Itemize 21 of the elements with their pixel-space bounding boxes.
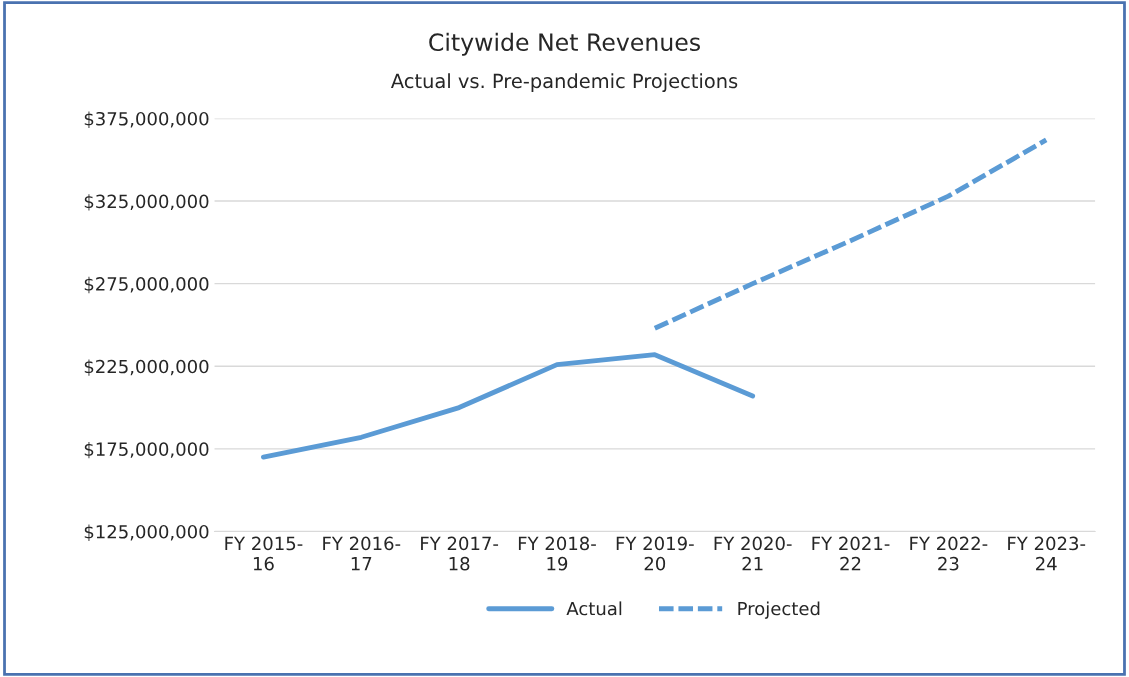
y-tick-label: $175,000,000 <box>84 441 209 459</box>
chart-subtitle: Actual vs. Pre-pandemic Projections <box>390 73 738 93</box>
y-tick-label: $275,000,000 <box>84 276 209 294</box>
x-tick-label: FY 2017- 18 <box>421 536 499 571</box>
y-tick-label: $225,000,000 <box>84 359 209 376</box>
x-tick-label: FY 2022- 23 <box>910 536 988 571</box>
x-tick-label: FY 2020- 21 <box>714 536 792 571</box>
y-tick-label: $125,000,000 <box>84 524 209 541</box>
y-tick-label: $375,000,000 <box>84 111 209 128</box>
x-tick-label: FY 2018- 19 <box>518 536 596 571</box>
x-tick-label: FY 2016- 17 <box>323 536 401 571</box>
x-tick-label: FY 2015- 16 <box>225 536 303 571</box>
chart-title: Citywide Net Revenues <box>429 32 700 56</box>
line-series <box>652 137 1049 331</box>
line-series <box>261 352 756 460</box>
legend-label: Projected <box>738 601 820 619</box>
y-tick-label: $325,000,000 <box>84 194 209 211</box>
x-tick-label: FY 2019- 20 <box>616 536 694 571</box>
x-tick-label: FY 2021- 22 <box>812 536 890 571</box>
x-tick-label: FY 2023- 24 <box>1008 536 1086 571</box>
legend-label: Actual <box>566 601 622 616</box>
